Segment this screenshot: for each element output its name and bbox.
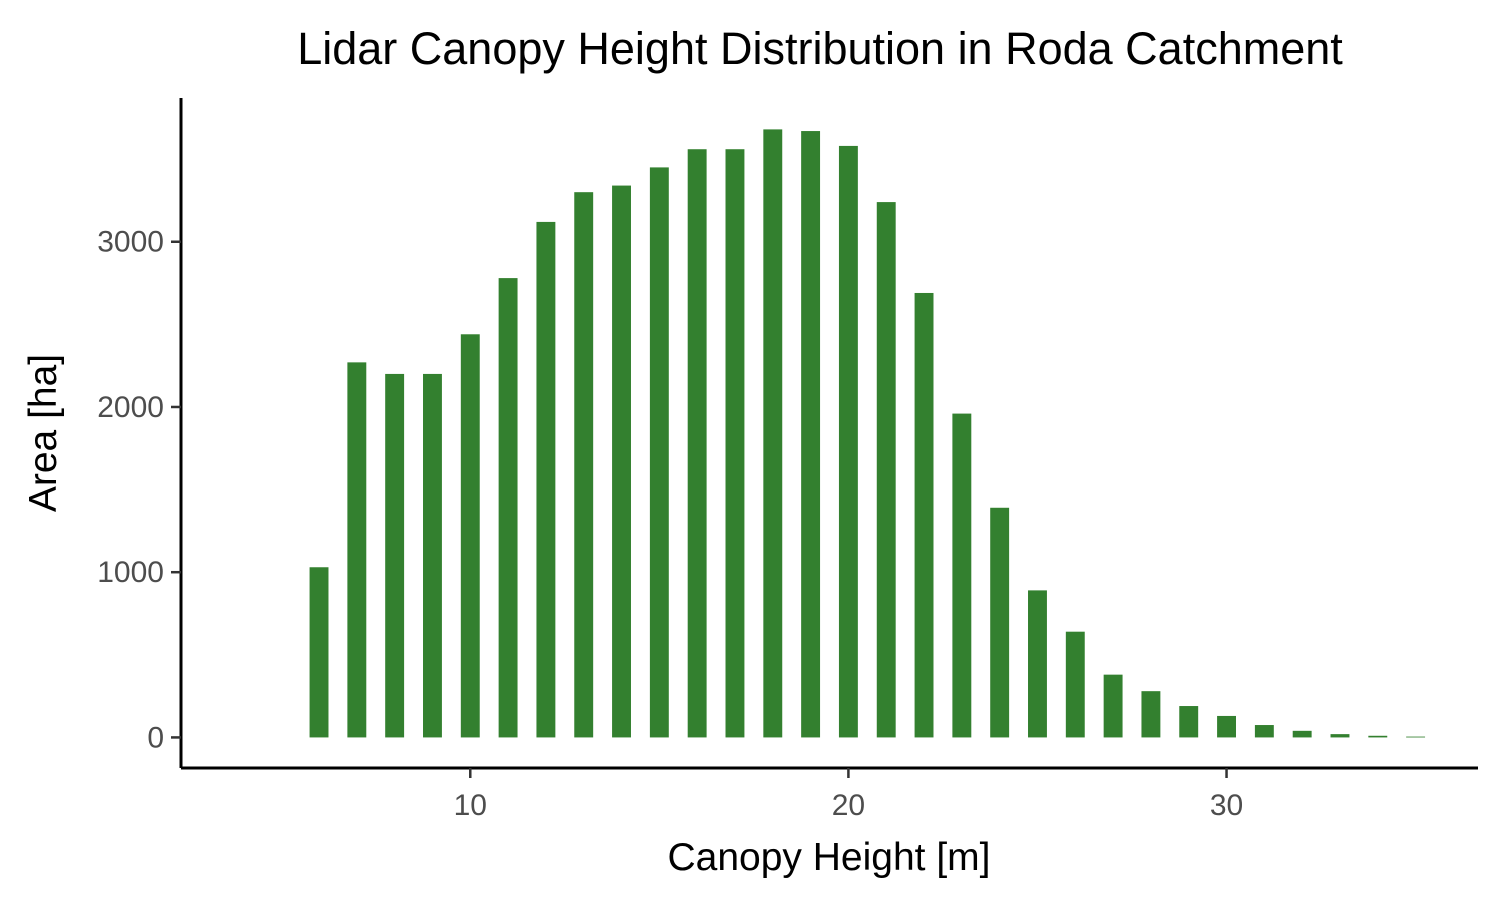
y-tick-label-3000: 3000 — [97, 226, 164, 259]
bar-26 — [1065, 631, 1085, 738]
bar-23 — [952, 413, 972, 738]
bar-20 — [838, 145, 858, 738]
x-tick-label-20: 20 — [832, 789, 865, 822]
x-ticks-group: 10 20 30 — [454, 768, 1243, 822]
bar-27 — [1103, 674, 1123, 738]
bar-15 — [649, 167, 669, 738]
y-tick-label-2000: 2000 — [97, 391, 164, 424]
bar-8 — [385, 373, 405, 738]
bar-29 — [1179, 706, 1199, 738]
bar-6 — [309, 567, 329, 738]
bar-21 — [876, 202, 896, 738]
bar-22 — [914, 292, 934, 738]
x-tick-label-30: 30 — [1210, 789, 1243, 822]
bar-25 — [1028, 590, 1047, 738]
bar-17 — [725, 149, 745, 738]
bar-28 — [1141, 691, 1161, 738]
bar-24 — [990, 507, 1010, 738]
bars-group — [309, 129, 1426, 738]
bar-14 — [612, 185, 631, 738]
bar-11 — [498, 278, 518, 738]
bar-18 — [763, 129, 783, 738]
y-tick-label-1000: 1000 — [97, 556, 164, 589]
x-tick-label-10: 10 — [454, 789, 487, 822]
y-axis-title: Area [ha] — [22, 354, 65, 512]
bar-19 — [801, 131, 821, 738]
y-tick-label-0: 0 — [147, 721, 164, 754]
bar-7 — [347, 362, 367, 738]
bar-35 — [1406, 736, 1426, 738]
bar-32 — [1292, 730, 1312, 738]
bar-16 — [687, 149, 707, 738]
bar-12 — [536, 221, 556, 738]
bar-31 — [1254, 725, 1274, 738]
bar-13 — [574, 192, 594, 738]
x-axis-title: Canopy Height [m] — [668, 836, 991, 879]
bar-34 — [1368, 735, 1388, 738]
chart-title: Lidar Canopy Height Distribution in Roda… — [297, 23, 1343, 74]
bar-33 — [1330, 734, 1350, 738]
bar-30 — [1217, 715, 1236, 738]
bar-9 — [423, 373, 442, 738]
y-ticks-group: 0 1000 2000 3000 — [97, 226, 181, 754]
bar-10 — [460, 334, 480, 738]
